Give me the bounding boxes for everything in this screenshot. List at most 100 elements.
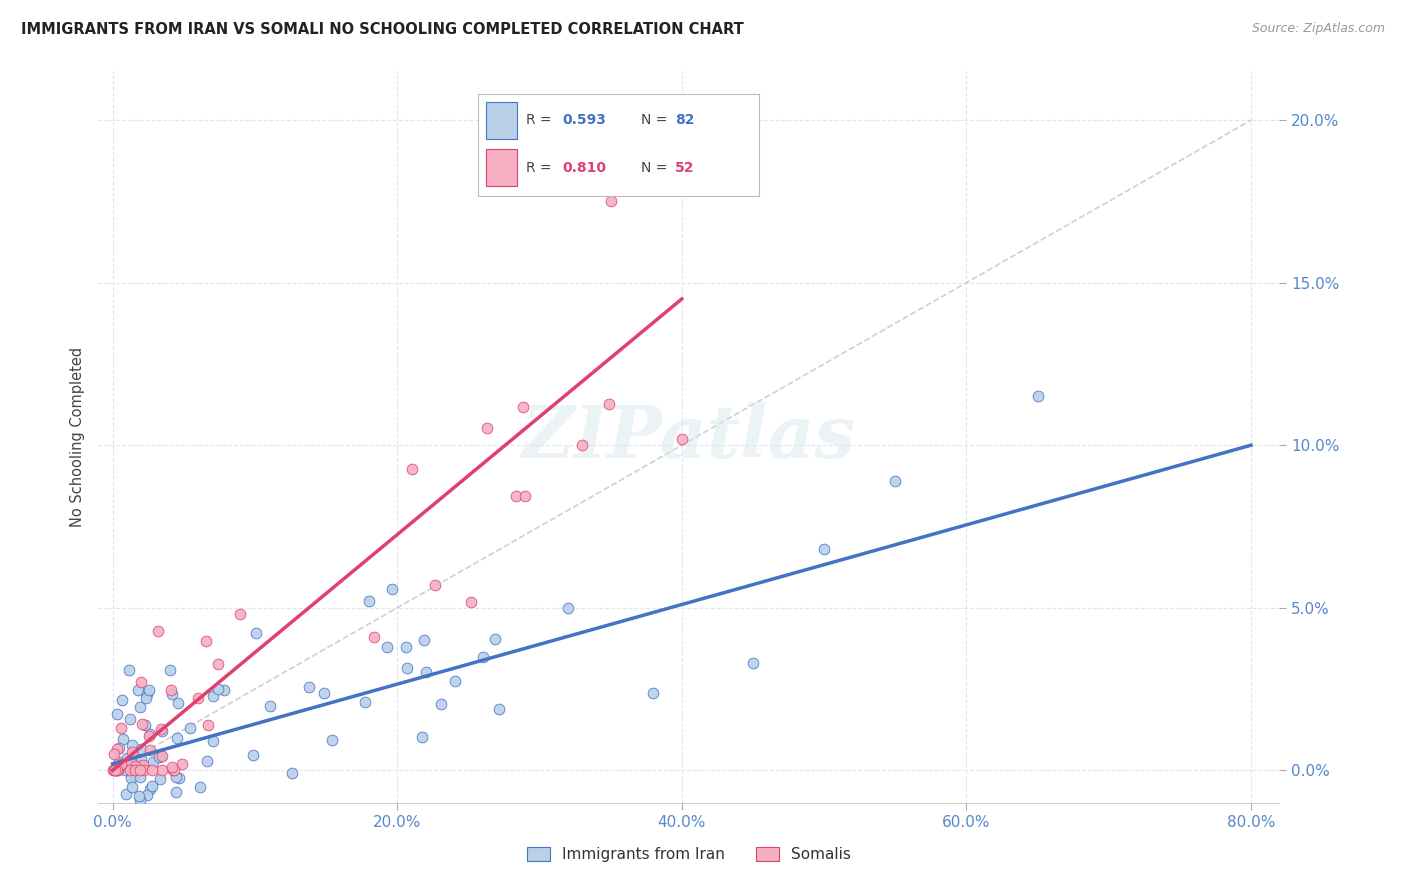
- Point: [110, 721, 132, 735]
- Text: 52: 52: [675, 161, 695, 175]
- Point: [460, 595, 482, 609]
- Point: [160, 683, 183, 698]
- Point: [412, 633, 434, 648]
- Point: [121, 739, 143, 753]
- Point: [150, 764, 173, 778]
- Point: [139, 743, 162, 757]
- Point: [242, 747, 264, 762]
- Point: [169, 772, 191, 786]
- Point: [212, 683, 235, 698]
- Point: [430, 697, 453, 711]
- Point: [107, 755, 129, 769]
- Point: [160, 687, 183, 701]
- Point: [512, 401, 534, 415]
- Text: N =: N =: [641, 161, 672, 175]
- Bar: [486, 102, 517, 139]
- Text: R =: R =: [526, 113, 555, 128]
- Point: [139, 727, 162, 741]
- Point: [141, 764, 163, 778]
- Point: [207, 657, 229, 671]
- Point: [129, 793, 152, 807]
- Point: [131, 716, 153, 731]
- Point: [127, 757, 149, 772]
- Point: [207, 682, 229, 697]
- Point: [104, 763, 127, 777]
- Point: [281, 766, 304, 780]
- Point: [415, 665, 437, 679]
- Point: [129, 700, 152, 714]
- Point: [104, 764, 127, 778]
- Point: [195, 754, 218, 768]
- Point: [166, 770, 188, 784]
- Point: [111, 732, 134, 747]
- Point: [124, 767, 146, 781]
- Point: [381, 582, 404, 596]
- Point: [162, 764, 184, 778]
- Point: [103, 747, 125, 762]
- Point: [138, 683, 160, 698]
- Point: [475, 421, 498, 435]
- Point: [488, 701, 510, 715]
- Point: [129, 770, 152, 784]
- Point: [122, 761, 145, 775]
- Point: [135, 789, 157, 803]
- Point: [111, 693, 134, 707]
- Point: [121, 780, 143, 794]
- Text: Source: ZipAtlas.com: Source: ZipAtlas.com: [1251, 22, 1385, 36]
- Point: [557, 601, 579, 615]
- Point: [150, 749, 173, 764]
- Point: [229, 607, 252, 622]
- Legend: Immigrants from Iran, Somalis: Immigrants from Iran, Somalis: [522, 841, 856, 868]
- Point: [129, 675, 152, 690]
- Point: [599, 194, 621, 209]
- Point: [357, 594, 380, 608]
- Point: [298, 680, 321, 694]
- Point: [163, 764, 186, 778]
- Point: [103, 764, 125, 778]
- Point: [134, 718, 156, 732]
- Point: [104, 764, 127, 778]
- Point: [742, 656, 765, 670]
- Point: [166, 696, 188, 710]
- Point: [201, 690, 224, 704]
- Point: [122, 769, 145, 783]
- Point: [150, 748, 173, 763]
- Point: [101, 764, 124, 778]
- Point: [395, 661, 418, 675]
- Point: [114, 763, 136, 777]
- Point: [411, 730, 433, 744]
- Bar: [486, 149, 517, 186]
- Point: [513, 489, 536, 503]
- Point: [505, 489, 527, 503]
- Text: 0.593: 0.593: [562, 113, 606, 128]
- Point: [129, 764, 152, 778]
- Point: [671, 432, 693, 446]
- Point: [141, 779, 163, 793]
- Point: [114, 787, 136, 801]
- Point: [1026, 389, 1049, 403]
- Point: [120, 756, 142, 770]
- Point: [401, 462, 423, 476]
- Point: [136, 687, 159, 701]
- Point: [149, 812, 172, 826]
- Point: [149, 772, 172, 787]
- Point: [118, 663, 141, 677]
- Point: [107, 762, 129, 776]
- Point: [107, 707, 129, 722]
- Point: [134, 691, 156, 706]
- Point: [128, 789, 150, 803]
- Point: [195, 633, 218, 648]
- Point: [598, 397, 620, 411]
- Point: [118, 712, 141, 726]
- Point: [179, 721, 201, 735]
- Point: [444, 673, 467, 688]
- Point: [165, 784, 187, 798]
- Point: [107, 764, 129, 778]
- Point: [115, 751, 138, 765]
- Point: [131, 751, 153, 765]
- Point: [884, 474, 907, 488]
- Point: [813, 541, 835, 556]
- Point: [118, 764, 141, 778]
- Point: [117, 756, 139, 770]
- Point: [188, 780, 211, 794]
